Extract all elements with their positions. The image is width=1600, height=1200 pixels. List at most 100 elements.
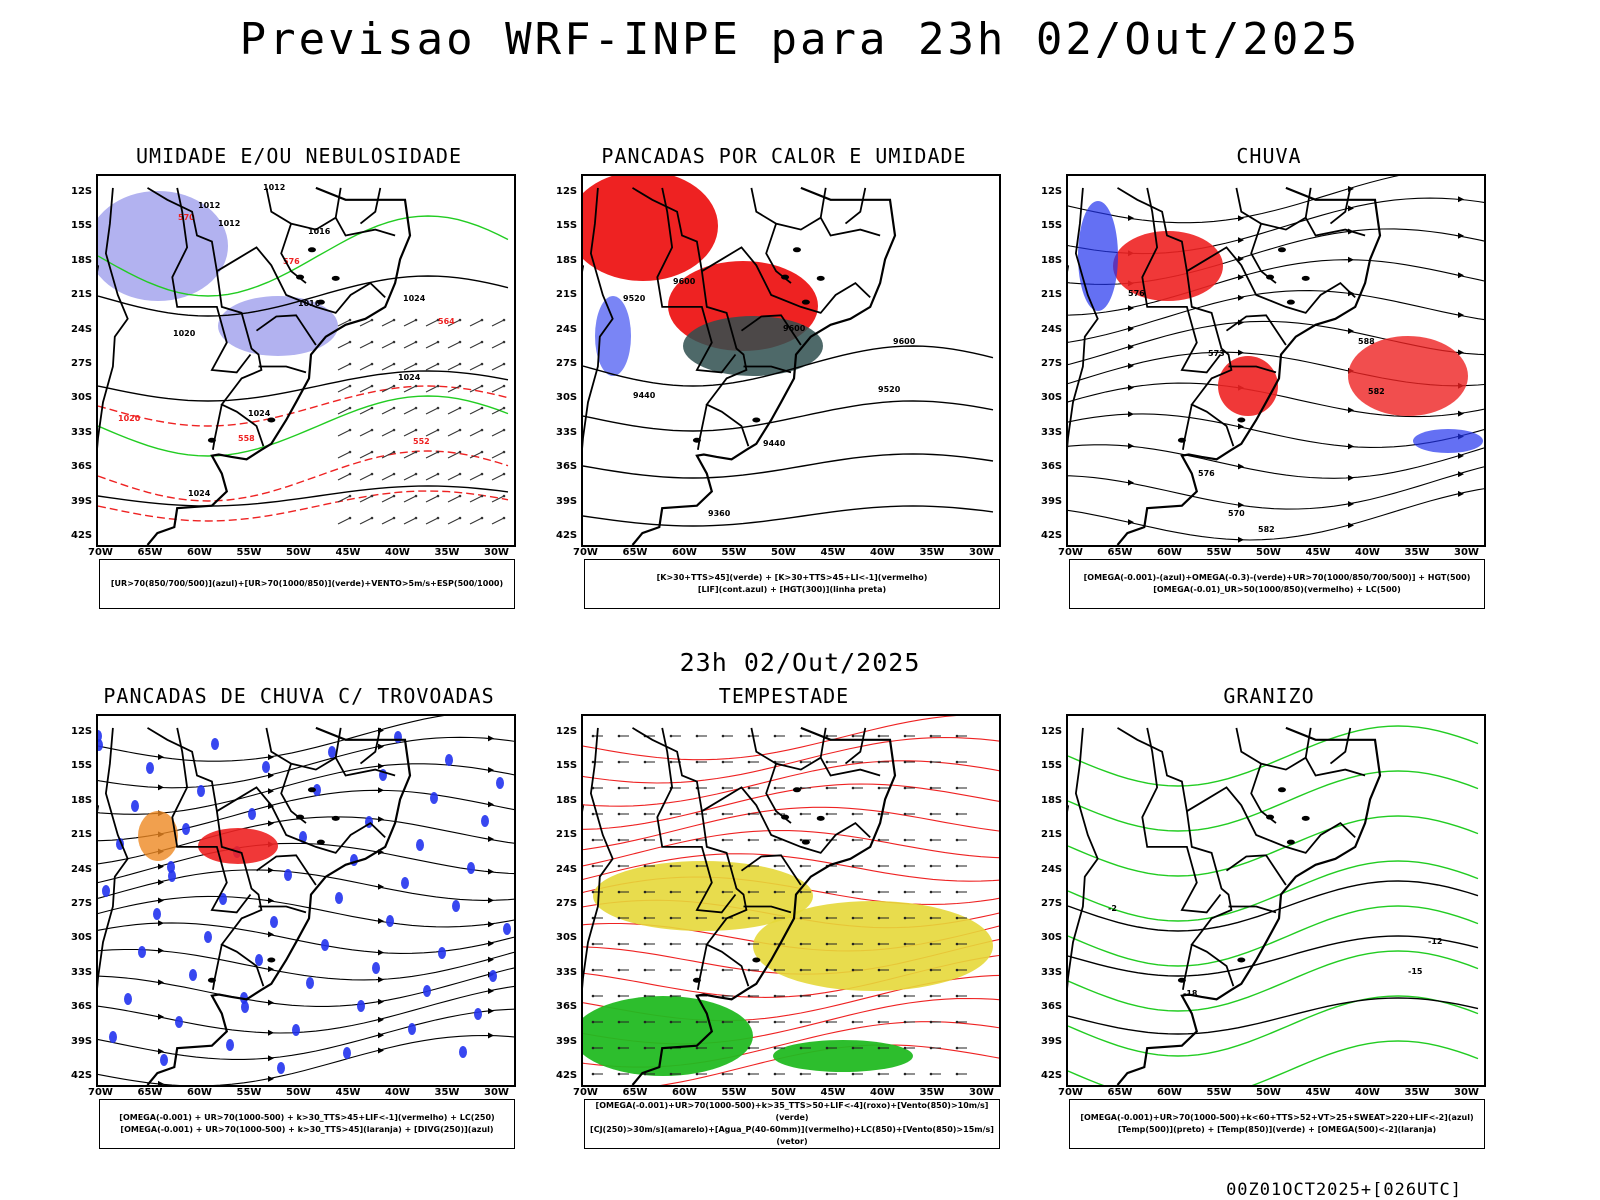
lon-tick-label: 70W: [88, 547, 113, 558]
wind-vector-head: [799, 760, 803, 764]
streamline-arrow: [488, 921, 494, 928]
lon-tick-label: 65W: [622, 547, 648, 558]
lon-tick-label: 60W: [1157, 547, 1182, 558]
wind-vector-head: [695, 916, 699, 920]
wind-vector-head: [877, 1046, 881, 1050]
lat-tick-label: 42S: [556, 530, 578, 541]
lat-tick-label: 33S: [71, 426, 93, 438]
country-border: [697, 944, 708, 990]
wind-vector: [381, 473, 395, 481]
contour-label: 570: [178, 213, 195, 222]
lat-tick-label: 39S: [71, 1035, 93, 1047]
wind-vector: [491, 407, 505, 415]
wind-vector-head: [436, 516, 440, 520]
wind-vector-head: [747, 734, 751, 738]
wind-vector-head: [643, 838, 647, 842]
divergence-blue-mark: [474, 1008, 482, 1020]
country-border: [171, 187, 252, 374]
east-coastline: [631, 726, 897, 1085]
contour-label: 9440: [633, 391, 656, 400]
streamline-arrow: [488, 868, 494, 875]
country-border: [1117, 187, 1235, 447]
country-border: [171, 727, 252, 914]
wind-vector-head: [458, 318, 462, 322]
streamline-arrow: [158, 753, 164, 760]
wind-vector: [425, 407, 439, 415]
wind-vector-head: [747, 916, 751, 920]
lat-tick-label: 24S: [1041, 863, 1063, 875]
streamline-arrow: [1128, 443, 1134, 450]
wind-vector-head: [643, 760, 647, 764]
country-border: [701, 246, 871, 314]
wind-vector-head: [480, 494, 484, 498]
wind-vector-head: [929, 968, 933, 972]
lon-tick-label: 65W: [1107, 1087, 1133, 1098]
lon-tick-label: 45W: [335, 547, 361, 558]
country-border: [1182, 944, 1193, 990]
country-border: [359, 727, 382, 765]
wind-vector-head: [877, 942, 881, 946]
country-border: [743, 905, 792, 914]
wind-vector-head: [480, 516, 484, 520]
lat-tick-label: 12S: [71, 726, 93, 737]
east-coastline: [1116, 186, 1382, 545]
wind-vector-head: [669, 864, 673, 868]
wind-vector-head: [480, 406, 484, 410]
wind-vector-head: [414, 384, 418, 388]
streamline-arrow: [1238, 463, 1244, 470]
lon-tick-label: 65W: [137, 1087, 163, 1098]
divergence-blue-mark: [189, 969, 197, 981]
streamline-arrow: [1458, 452, 1464, 459]
wind-vector-head: [502, 362, 506, 366]
wind-vector-head: [669, 916, 673, 920]
wind-vector-head: [773, 1020, 777, 1024]
east-coastline: [1116, 726, 1382, 1085]
wind-vector: [359, 385, 373, 393]
streamline-arrow: [1238, 294, 1244, 301]
wind-vector: [469, 473, 483, 481]
legend-box: [OMEGA(-0.001) + UR>70(1000-500) + k>30_…: [99, 1099, 515, 1149]
divergence-blue-mark: [394, 731, 402, 743]
streamline: [583, 736, 999, 784]
contour-label: 1024: [188, 489, 211, 498]
country-border: [265, 187, 342, 231]
map-umidade: 1012 1012 1012 1016 1016 1020 1024 1024 1024 1024…: [96, 174, 516, 547]
lon-tick-label: 70W: [573, 1087, 598, 1098]
wind-vector-head: [903, 1072, 907, 1076]
wind-vector-head: [929, 812, 933, 816]
lat-tick-label: 39S: [1041, 495, 1063, 507]
wind-vector-head: [799, 1046, 803, 1050]
lat-tick-label: 12S: [71, 186, 93, 197]
streamline-arrow: [378, 949, 384, 956]
lat-tick-label: 15S: [1041, 760, 1063, 772]
wind-vector-head: [436, 384, 440, 388]
wind-vector-head: [414, 362, 418, 366]
lat-tick-label: 33S: [556, 966, 578, 978]
wind-vector-head: [773, 942, 777, 946]
lake-mark: [792, 787, 801, 793]
lake-mark: [816, 815, 825, 821]
wind-vector-head: [392, 472, 396, 476]
wind-vector: [469, 407, 483, 415]
streamline-arrow: [1238, 536, 1244, 543]
lake-mark: [792, 247, 801, 253]
wind-vector-head: [721, 786, 725, 790]
map-svg: 9600 9520 9600 9520 9440 9440 9360 9600: [583, 176, 994, 545]
wind-vector-head: [392, 494, 396, 498]
contour-line: [1068, 950, 1479, 1012]
wind-vector-head: [903, 786, 907, 790]
contour-label: 576: [1128, 289, 1145, 298]
wind-vector: [381, 495, 395, 503]
wind-vector-head: [458, 406, 462, 410]
streamline-arrow: [378, 743, 384, 750]
panel-tempestade: TEMPESTADE 12S 15S 18S 21S 24S 27S 30S 33S 36S 39…: [554, 684, 1014, 1164]
wind-vector-head: [877, 786, 881, 790]
lake-mark: [801, 299, 810, 305]
divergence-blue-mark: [277, 1062, 285, 1074]
wind-vector-head: [903, 812, 907, 816]
panel-chuva: CHUVA 588 582 576 570 582 576 573 12S 15S 18S 21S…: [1039, 144, 1499, 624]
country-border: [583, 187, 614, 449]
wind-vector-head: [695, 734, 699, 738]
country-border: [255, 854, 317, 886]
streamline-arrow: [1348, 205, 1354, 212]
